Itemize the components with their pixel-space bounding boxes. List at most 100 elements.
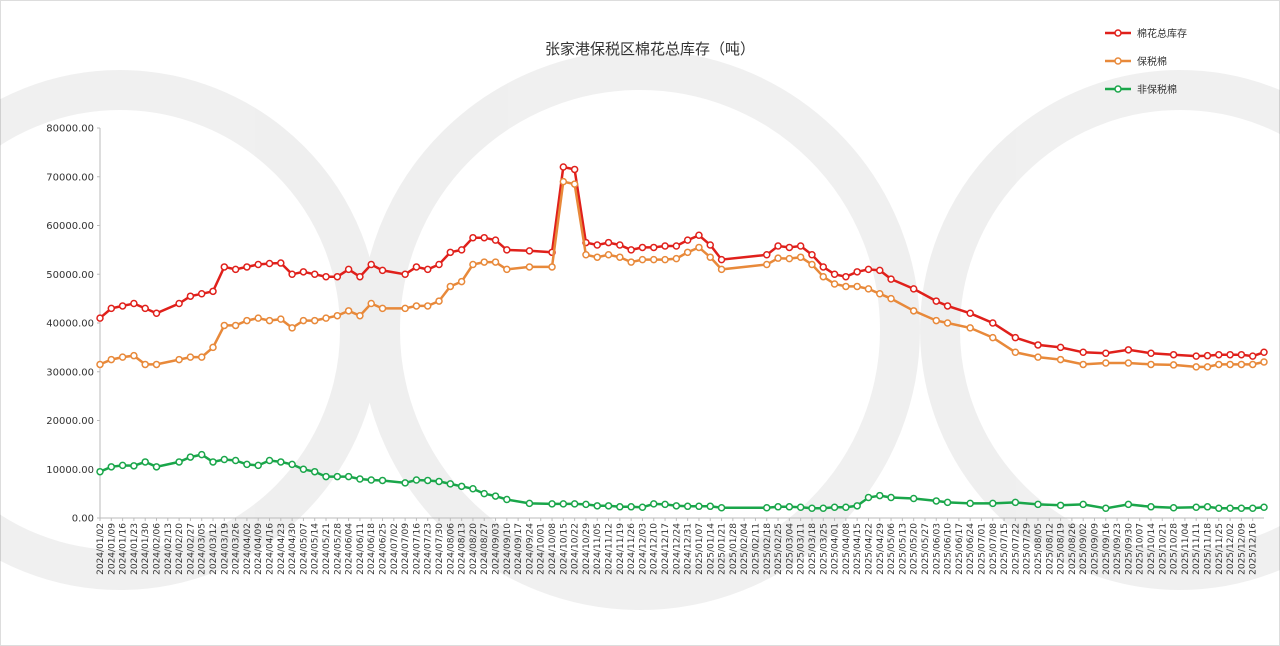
- legend-marker: [1114, 57, 1122, 65]
- point-marker: [310, 270, 319, 278]
- point-marker: [717, 255, 726, 264]
- point-marker: [118, 461, 127, 470]
- point-marker: [277, 458, 285, 466]
- point-marker: [808, 504, 816, 512]
- point-marker: [1203, 503, 1212, 511]
- point-marker: [909, 285, 918, 293]
- x-tick-label: 2024/01/09: [107, 523, 117, 575]
- point-marker: [1079, 348, 1087, 356]
- point-marker: [1011, 333, 1020, 342]
- point-marker: [1169, 361, 1178, 369]
- x-tick-label: 2025/09/23: [1113, 523, 1123, 575]
- point-marker: [333, 272, 342, 281]
- point-marker: [717, 504, 726, 512]
- point-marker: [401, 270, 409, 278]
- point-marker: [1226, 504, 1234, 512]
- x-tick-label: 2024/02/13: [164, 523, 174, 575]
- point-marker: [695, 502, 703, 511]
- point-marker: [277, 315, 285, 323]
- x-tick-label: 2025/04/29: [876, 523, 886, 575]
- x-tick-label: 2025/05/27: [921, 523, 931, 575]
- y-tick-label: 80000.00: [46, 124, 94, 135]
- point-marker: [887, 493, 895, 502]
- point-marker: [412, 302, 421, 310]
- x-tick-label: 2025/09/16: [1102, 523, 1112, 575]
- point-marker: [763, 504, 771, 512]
- point-marker: [796, 503, 805, 512]
- point-marker: [1248, 352, 1257, 360]
- point-marker: [1056, 355, 1065, 364]
- point-marker: [503, 246, 511, 254]
- point-marker: [649, 255, 658, 264]
- point-marker: [864, 265, 873, 274]
- point-marker: [446, 248, 455, 257]
- point-marker: [593, 502, 601, 510]
- x-tick-label: 2025/03/25: [819, 523, 829, 575]
- point-marker: [220, 321, 229, 330]
- point-marker: [186, 353, 195, 361]
- x-tick-label: 2024/01/30: [141, 523, 151, 575]
- point-marker: [1147, 360, 1155, 369]
- x-tick-label: 2025/06/17: [955, 523, 965, 575]
- point-marker: [683, 248, 692, 257]
- point-marker: [1226, 350, 1234, 359]
- point-marker: [457, 482, 466, 491]
- x-tick-label: 2024/03/12: [209, 523, 219, 575]
- point-marker: [616, 503, 624, 511]
- point-marker: [130, 351, 138, 360]
- point-marker: [785, 243, 794, 252]
- point-marker: [876, 290, 884, 298]
- point-marker: [378, 304, 387, 313]
- point-marker: [989, 499, 997, 508]
- point-marker: [683, 236, 692, 244]
- point-marker: [243, 263, 251, 271]
- point-marker: [1011, 498, 1020, 507]
- point-marker: [785, 254, 794, 263]
- x-tick-label: 2024/04/16: [266, 523, 276, 575]
- point-marker: [593, 241, 601, 249]
- point-marker: [367, 299, 375, 308]
- point-marker: [819, 263, 828, 271]
- point-marker: [695, 243, 703, 252]
- point-marker: [107, 463, 116, 471]
- x-tick-label: 2024/12/03: [638, 523, 648, 575]
- point-marker: [932, 316, 941, 325]
- point-marker: [96, 360, 104, 369]
- point-marker: [819, 272, 828, 281]
- point-marker: [661, 242, 669, 250]
- point-marker: [706, 253, 715, 261]
- point-marker: [491, 258, 500, 266]
- point-marker: [819, 504, 828, 512]
- point-marker: [435, 297, 443, 305]
- x-tick-label: 2024/07/02: [390, 523, 400, 575]
- x-tick-label: 2025/09/02: [1079, 523, 1089, 575]
- point-marker: [299, 268, 308, 276]
- point-marker: [1192, 503, 1200, 512]
- point-marker: [559, 177, 568, 186]
- point-marker: [446, 282, 455, 291]
- x-tick-label: 2024/02/06: [153, 523, 163, 575]
- x-tick-label: 2025/02/18: [763, 523, 773, 575]
- point-marker: [864, 285, 873, 293]
- x-tick-label: 2025/10/21: [1158, 523, 1168, 575]
- point-marker: [435, 260, 443, 269]
- point-marker: [254, 461, 262, 470]
- point-marker: [943, 302, 952, 310]
- point-marker: [887, 294, 895, 303]
- x-tick-label: 2025/07/01: [977, 523, 987, 575]
- x-tick-label: 2024/03/26: [232, 523, 242, 575]
- point-marker: [887, 275, 895, 283]
- point-marker: [299, 465, 308, 473]
- point-marker: [1034, 341, 1042, 349]
- point-marker: [423, 476, 432, 485]
- x-tick-label: 2025/04/22: [864, 523, 874, 575]
- point-marker: [96, 467, 104, 476]
- x-tick-label: 2025/03/18: [808, 523, 818, 575]
- x-tick-label: 2025/05/13: [898, 523, 908, 575]
- x-tick-label: 2025/11/11: [1192, 523, 1202, 575]
- point-marker: [265, 316, 274, 325]
- point-marker: [435, 477, 443, 486]
- x-tick-label: 2024/03/19: [220, 523, 230, 575]
- point-marker: [503, 495, 511, 504]
